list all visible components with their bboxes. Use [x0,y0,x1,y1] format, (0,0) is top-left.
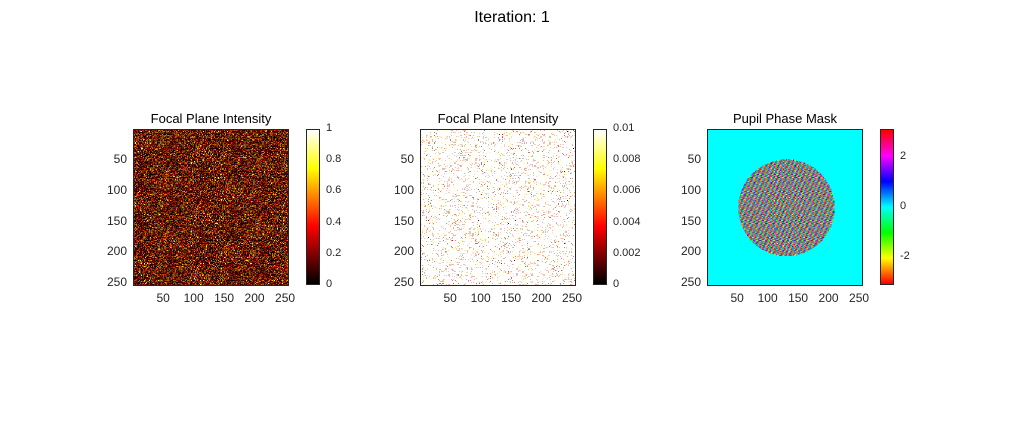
colorbar-tick-label: 0.8 [326,153,342,166]
y-tick-label: 50 [113,152,127,167]
x-tick-label: 100 [470,291,491,305]
x-tick-label: 50 [730,291,744,305]
heatmap-image [133,129,289,286]
x-tick-label: 50 [443,291,457,305]
figure-title: Iteration: 1 [474,9,550,26]
colorbar-tick-label: 0.01 [613,122,635,134]
y-tick-label: 150 [680,213,701,228]
colorbar-tick-label: 0 [613,278,620,290]
x-tick-label: 200 [818,291,839,305]
colorbar-tick-label: 0.006 [613,184,641,197]
y-tick-label: 200 [393,244,414,259]
colorbar [306,129,320,285]
heatmap-image [707,129,863,286]
subplot-title: Pupil Phase Mask [732,111,838,126]
colorbar-tick-label: 2 [900,150,907,163]
subplot-title: Focal Plane Intensity [150,111,272,126]
colorbar-tick-label: 0.002 [613,246,641,259]
y-tick-label: 250 [106,275,127,289]
y-tick-label: 50 [400,152,414,167]
y-tick-label: 250 [393,275,414,289]
colorbar-tick-label: 0 [326,278,333,290]
x-tick-label: 150 [788,291,809,305]
colorbar [880,129,894,285]
x-tick-label: 250 [562,291,583,305]
colorbar-tick-label: 0.008 [613,153,641,166]
x-tick-label: 200 [244,291,265,305]
y-tick-label: 50 [687,152,701,167]
y-tick-label: 250 [680,275,701,289]
y-tick-label: 150 [106,213,127,228]
y-tick-label: 100 [680,183,701,198]
y-tick-label: 100 [393,183,414,198]
x-tick-label: 150 [501,291,522,305]
colorbar-tick-label: 0.4 [326,215,342,228]
y-tick-label: 100 [106,183,127,198]
x-tick-label: 100 [757,291,778,305]
colorbar-tick-label: 0.004 [613,215,641,228]
x-tick-label: 50 [156,291,170,305]
colorbar-tick-label: 0.6 [326,184,342,197]
subplot-title: Focal Plane Intensity [437,111,559,126]
y-tick-label: 150 [393,213,414,228]
y-tick-label: 200 [680,244,701,259]
x-tick-label: 200 [531,291,552,305]
x-tick-label: 250 [275,291,296,305]
colorbar-tick-label: 0 [900,200,907,212]
x-tick-label: 100 [183,291,204,305]
colorbar-tick-label: -2 [900,249,910,262]
colorbar-tick-label: 1 [326,122,333,134]
x-tick-label: 150 [214,291,235,305]
colorbar-tick-label: 0.2 [326,246,342,259]
y-tick-label: 200 [106,244,127,259]
x-tick-label: 250 [849,291,870,305]
heatmap-image [420,129,576,286]
colorbar [593,129,607,285]
